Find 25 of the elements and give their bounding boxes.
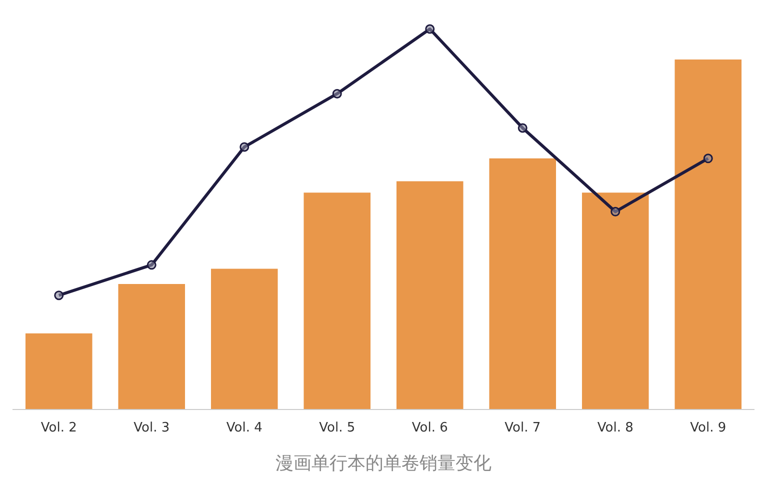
bar — [674, 59, 742, 410]
bar — [304, 192, 371, 410]
x-tick-label: Vol. 3 — [134, 420, 170, 436]
bar — [118, 284, 186, 410]
point — [146, 260, 156, 270]
point — [703, 154, 713, 164]
point — [240, 142, 250, 152]
bar — [489, 158, 556, 410]
bar — [210, 268, 278, 410]
x-tick-label: Vol. 2 — [40, 420, 77, 436]
x-tick-label: Vol. 6 — [412, 420, 448, 436]
x-tick-label: Vol. 4 — [226, 420, 262, 436]
point — [610, 206, 620, 216]
x-tick-label: Vol. 5 — [319, 420, 356, 436]
bar — [25, 333, 92, 410]
point — [332, 88, 342, 98]
bar — [396, 181, 464, 410]
x-tick-label: Vol. 7 — [504, 420, 541, 436]
x-tick-label: Vol. 9 — [690, 420, 726, 436]
x-tick-label: Vol. 8 — [597, 420, 634, 436]
point — [518, 123, 528, 133]
point — [425, 24, 435, 34]
bar — [582, 192, 649, 410]
point — [54, 290, 64, 300]
text: 漫画单行本的单卷销量变化 — [276, 453, 492, 474]
